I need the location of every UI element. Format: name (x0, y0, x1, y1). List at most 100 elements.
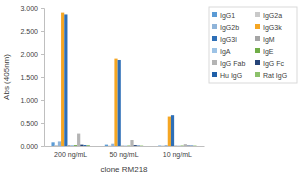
legend-swatch (212, 36, 217, 41)
bar (187, 145, 190, 146)
bar (171, 115, 174, 146)
y-axis: 0.000 0.500 1.000 1.500 2.000 2.500 3.000 (20, 5, 44, 150)
bar (111, 144, 114, 146)
legend-label: IgG3l (220, 36, 237, 44)
y-tick-label: 1.500 (20, 74, 38, 81)
bar (80, 145, 83, 146)
legend-swatch (212, 60, 217, 65)
y-tick-mark (41, 8, 44, 9)
y-tick-mark (41, 100, 44, 101)
bar (165, 145, 168, 146)
bar (134, 145, 137, 146)
legend-item: IgG1 (212, 12, 235, 20)
bar (108, 145, 111, 146)
legend-label: IgE (263, 48, 274, 56)
series (80, 145, 190, 146)
y-tick: 1.000 (20, 97, 44, 104)
bar (190, 145, 193, 146)
bar (67, 145, 70, 146)
bar (137, 145, 140, 146)
y-tick-label: 0.500 (20, 120, 38, 127)
x-tick: 50 ng/mL (109, 146, 138, 159)
y-tick-mark (41, 146, 44, 147)
legend-label: IgG2b (220, 24, 239, 32)
x-axis-title: clone RM218 (100, 165, 148, 174)
series (74, 145, 184, 146)
bar (71, 145, 74, 146)
legend-swatch (255, 24, 260, 29)
bar (87, 145, 90, 146)
legend-item: IgG Fc (255, 60, 285, 68)
series (64, 14, 174, 146)
series (77, 134, 187, 146)
bar (77, 134, 80, 146)
legend-swatch (212, 12, 217, 17)
bar (64, 14, 67, 146)
legend-item: Rat IgG (255, 72, 287, 80)
legend-swatch (255, 72, 260, 77)
y-tick-mark (41, 54, 44, 55)
legend-label: IgG Fab (220, 60, 245, 68)
y-tick: 0.000 (20, 143, 44, 150)
x-axis: 200 ng/mL50 ng/mL10 ng/mL (45, 146, 205, 159)
y-tick-label: 1.000 (20, 97, 38, 104)
bar (184, 144, 187, 146)
bar (181, 145, 184, 146)
x-tick-label: 50 ng/mL (109, 151, 138, 159)
legend-swatch (212, 24, 217, 29)
y-axis-title: Abs (405nm) (2, 54, 11, 100)
legend-item: IgG2b (212, 24, 239, 32)
bar (124, 145, 127, 146)
bar (105, 145, 108, 146)
legend-item: IgM (255, 36, 275, 44)
legend-item: IgE (255, 48, 274, 56)
legend-item: IgG2a (255, 12, 282, 20)
bar (168, 117, 171, 146)
bar (58, 141, 61, 146)
bar (140, 145, 143, 146)
bar (158, 145, 161, 146)
legend-label: Hu IgG (220, 72, 242, 80)
bar (161, 145, 164, 146)
y-tick-label: 2.500 (20, 28, 38, 35)
legend-item: IgG3l (212, 36, 237, 44)
legend-swatch (255, 12, 260, 17)
legend-frame (209, 7, 297, 83)
y-tick-label: 3.000 (20, 5, 38, 12)
legend-label: IgG3k (263, 24, 282, 32)
bar (174, 145, 177, 146)
legend-label: IgG Fc (263, 60, 285, 68)
y-tick-label: 2.000 (20, 51, 38, 58)
y-tick: 1.500 (20, 74, 44, 81)
bar (193, 145, 196, 146)
y-tick: 2.000 (20, 51, 44, 58)
chart: 0.000 0.500 1.000 1.500 2.000 2.500 3.000 200 n… (0, 0, 300, 180)
y-tick-mark (41, 77, 44, 78)
bar (127, 145, 130, 146)
series (71, 145, 181, 146)
bar (55, 145, 58, 146)
series (55, 145, 165, 146)
bar (130, 140, 133, 146)
y-tick: 3.000 (20, 5, 44, 12)
bar (74, 145, 77, 146)
y-tick: 0.500 (20, 120, 44, 127)
y-axis-line (41, 9, 45, 147)
legend-swatch (212, 72, 217, 77)
legend-item: Hu IgG (212, 72, 242, 80)
series (83, 145, 193, 146)
legend-item: IgA (212, 48, 231, 56)
legend-swatch (255, 48, 260, 53)
x-axis-line (45, 146, 205, 147)
bar (114, 59, 117, 146)
plot: 0.000 0.500 1.000 1.500 2.000 2.500 3.000 200 n… (20, 5, 204, 159)
series (58, 141, 168, 146)
bar (177, 145, 180, 146)
series (87, 145, 197, 146)
series (51, 142, 161, 146)
y-tick-label: 0.000 (20, 143, 38, 150)
legend-label: IgG1 (220, 12, 235, 20)
x-tick: 200 ng/mL (54, 146, 87, 159)
y-tick: 2.500 (20, 28, 44, 35)
legend-swatch (212, 48, 217, 53)
